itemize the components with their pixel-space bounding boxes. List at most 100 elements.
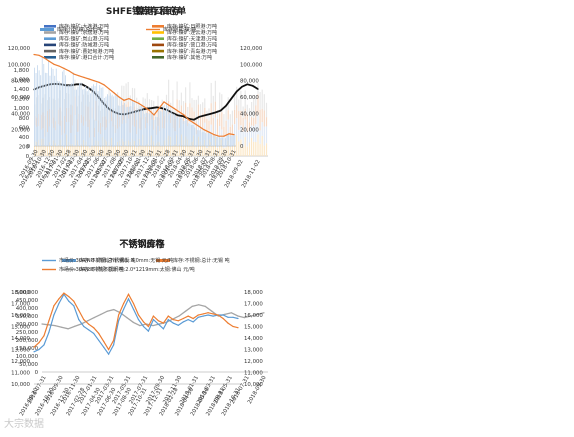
stock-bar xyxy=(201,132,203,146)
y-tick-label: 15,000 xyxy=(244,325,263,331)
stack-column xyxy=(204,122,206,140)
stock-bar xyxy=(150,112,152,146)
data-point xyxy=(182,115,184,117)
y-tick-label: 10,000 xyxy=(11,382,30,388)
data-point xyxy=(98,332,100,334)
stack-column xyxy=(46,100,48,111)
stack-column xyxy=(144,117,146,129)
legend: 库存小计:镍:总计:吨 库存期货:镍:吨 xyxy=(40,26,196,33)
stack-column xyxy=(146,106,148,123)
stack-column xyxy=(261,135,263,156)
shfe-nickel-inventory-chart: SHFE镍库存和仓单 库存小计:镍:总计:吨 库存期货:镍:吨 120,000 10… xyxy=(8,5,263,179)
data-point xyxy=(177,114,179,116)
data-point xyxy=(227,322,229,324)
data-point xyxy=(68,296,70,298)
shfe-nickel-inventory-panel: SHFE镍库存和仓单 库存小计:镍:总计:吨 库存期货:镍:吨 120,000 10… xyxy=(0,0,284,215)
stack-column xyxy=(240,139,242,156)
stack-column xyxy=(125,141,127,156)
legend-swatch xyxy=(152,37,164,40)
legend-label: 库存:不锈钢:总计 吨 xyxy=(79,266,124,273)
stock-bar xyxy=(208,132,209,146)
stock-bar xyxy=(177,116,178,146)
data-point xyxy=(241,86,243,88)
data-point xyxy=(41,323,43,325)
legend-swatch xyxy=(152,49,164,53)
y-tick-label: 600 xyxy=(19,125,30,131)
data-point xyxy=(214,111,216,114)
data-point xyxy=(83,325,85,328)
y-tick-label: 60,000 xyxy=(240,95,259,101)
stock-bar xyxy=(138,110,139,146)
data-point xyxy=(204,305,206,307)
data-point xyxy=(218,135,220,137)
stock-bar xyxy=(51,67,52,146)
stock-bar xyxy=(212,135,214,146)
stack-column xyxy=(240,125,242,140)
stack-column xyxy=(78,145,80,156)
stack-column xyxy=(191,141,193,156)
data-point xyxy=(81,83,83,85)
stack-column xyxy=(140,117,142,130)
stack-column xyxy=(257,94,259,116)
y-tick-label: 400,000 xyxy=(16,306,39,312)
data-point xyxy=(58,302,60,305)
stock-bar xyxy=(166,104,167,146)
data-point xyxy=(213,134,215,136)
stock-bar xyxy=(99,85,101,146)
data-point xyxy=(182,321,184,323)
stack-column xyxy=(191,107,193,122)
stack-column xyxy=(61,146,63,156)
legend-label: 库存:镍矿:港口合计:万吨 xyxy=(59,54,114,61)
data-point xyxy=(237,317,239,320)
stack-column xyxy=(261,89,263,109)
y-tick-label: 200,000 xyxy=(16,338,39,344)
data-point xyxy=(123,99,125,101)
data-point xyxy=(133,100,135,102)
stock-bar xyxy=(60,83,62,146)
stack-column xyxy=(146,123,148,144)
y-tick-label: 200 xyxy=(19,144,30,150)
stock-bar xyxy=(180,117,181,146)
stock-bar xyxy=(43,64,45,146)
data-point xyxy=(33,351,35,353)
data-point xyxy=(232,325,234,328)
stack-column xyxy=(189,103,191,122)
data-point xyxy=(73,300,75,302)
data-point xyxy=(74,325,76,327)
legend-swatch xyxy=(62,259,76,262)
stack-column xyxy=(180,118,182,135)
data-point xyxy=(148,109,150,111)
stack-column xyxy=(229,114,231,127)
data-point xyxy=(263,312,265,314)
chart-title: 不锈钢库存 xyxy=(119,238,164,250)
stack-column xyxy=(46,146,48,156)
stock-bar xyxy=(206,133,208,146)
stack-column xyxy=(36,126,38,142)
stack-column xyxy=(168,79,170,101)
stack-column xyxy=(227,140,229,156)
stack-column xyxy=(110,138,112,156)
stack-column xyxy=(170,136,172,156)
stack-column xyxy=(172,90,174,112)
stack-column xyxy=(87,106,89,128)
y-tick-label: 450,000 xyxy=(16,298,39,304)
data-point xyxy=(118,320,120,322)
stack-column xyxy=(244,137,246,156)
stack-column xyxy=(102,136,104,156)
legend-swatch xyxy=(44,31,56,34)
stock-bar xyxy=(153,120,155,146)
stack-column xyxy=(248,108,251,123)
y-tick-label: 18,000 xyxy=(11,290,30,296)
data-point xyxy=(127,298,130,300)
data-point xyxy=(63,292,65,294)
stock-bar xyxy=(229,136,231,146)
stack-column xyxy=(231,124,233,134)
stack-column xyxy=(51,145,53,156)
y-tick-label: 60,000 xyxy=(11,95,30,101)
stack-column xyxy=(225,105,227,121)
stock-bar xyxy=(226,134,228,146)
stack-column xyxy=(129,141,131,156)
data-point xyxy=(152,315,154,317)
series-line-cold-rolled xyxy=(33,292,239,351)
